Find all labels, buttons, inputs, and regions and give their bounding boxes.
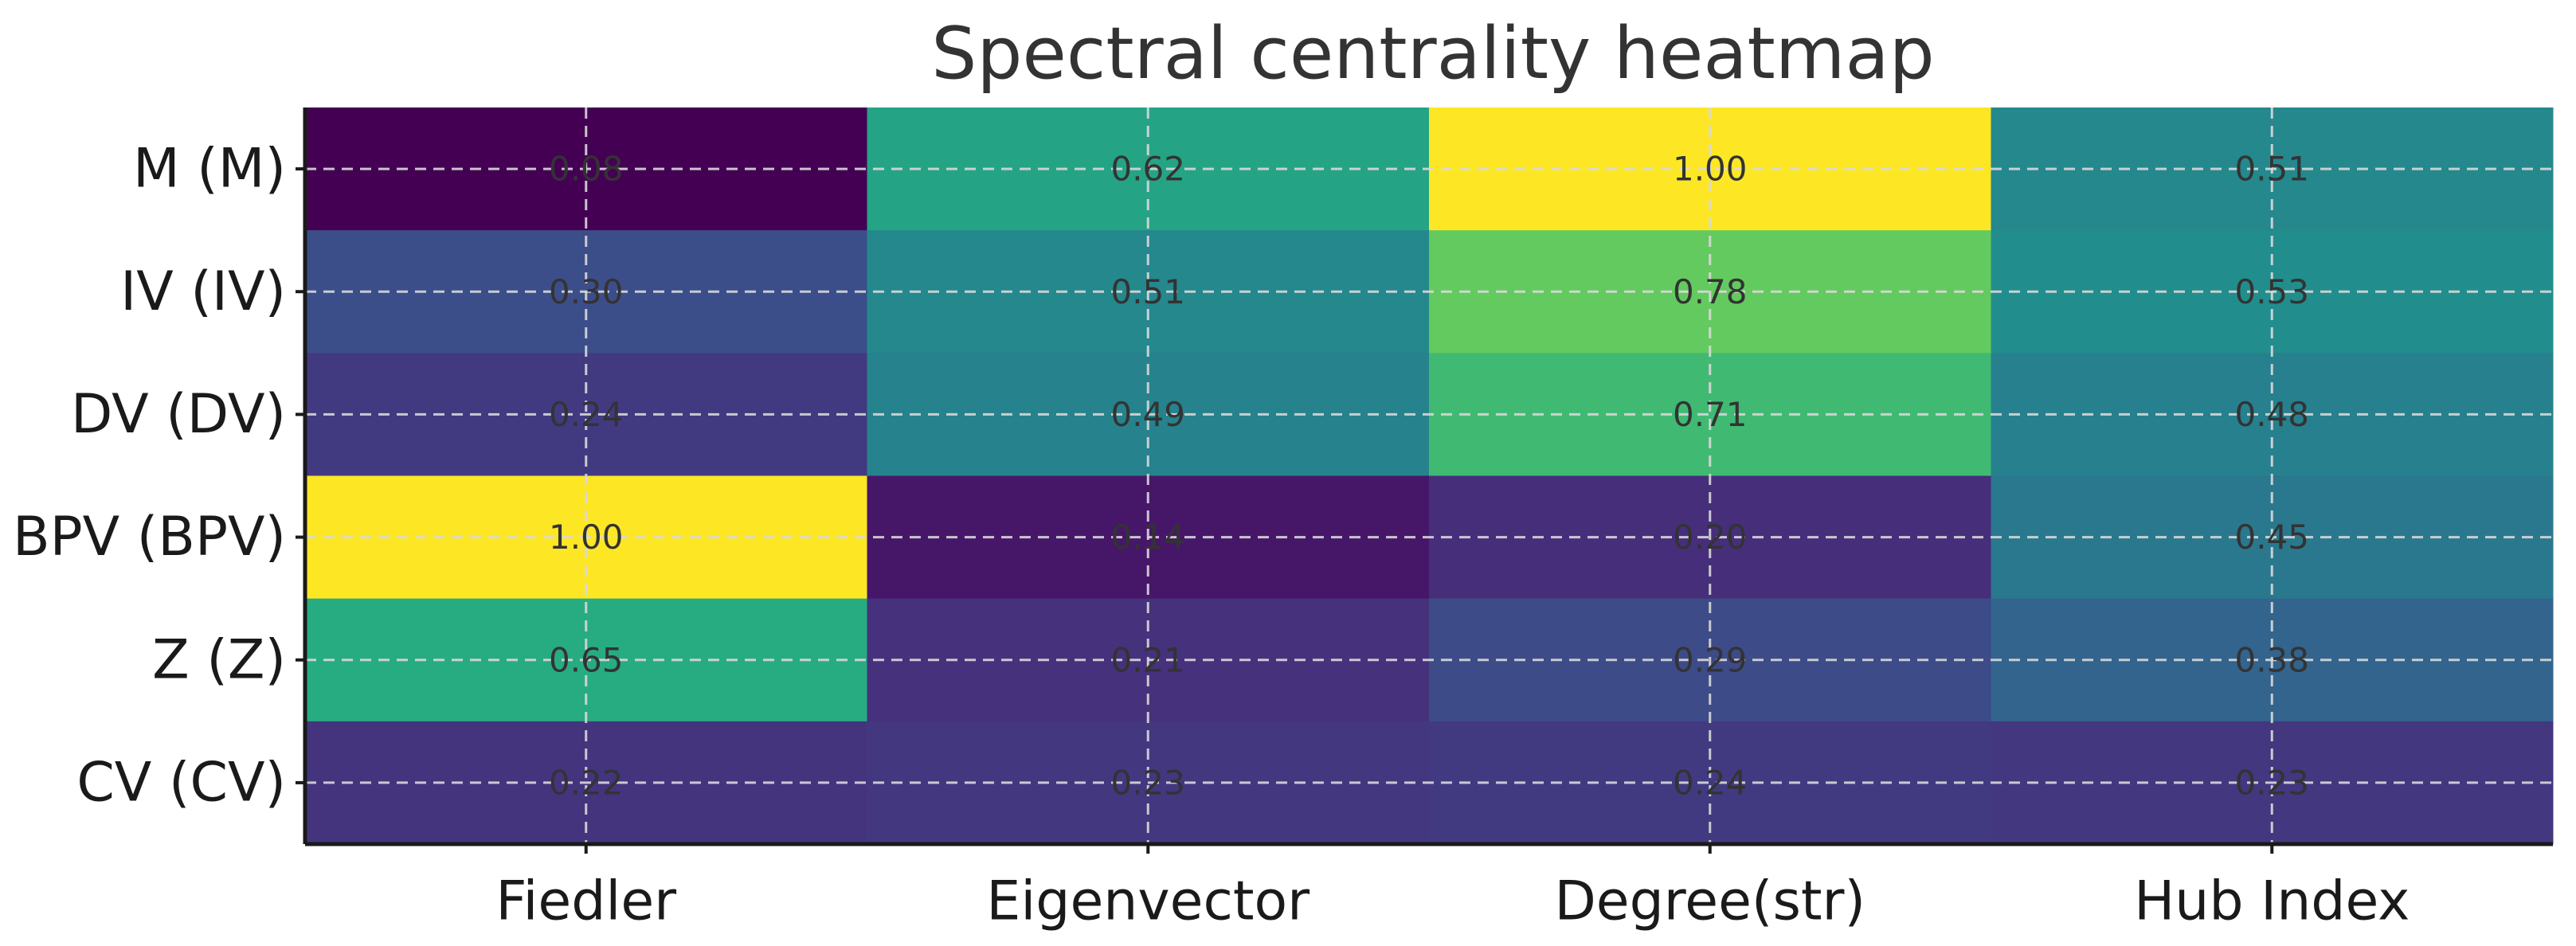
column-tick-label: Hub Index <box>2134 870 2410 933</box>
row-tick-label: CV (CV) <box>76 751 286 814</box>
column-tick-label: Eigenvector <box>986 870 1310 933</box>
cell-value-label: 0.08 <box>549 150 624 189</box>
cell-value-label: 0.53 <box>2234 272 2309 311</box>
cell-value-label: 0.14 <box>1110 518 1185 557</box>
row-tick-label: M (M) <box>133 138 286 201</box>
cell-value-label: 0.65 <box>549 640 624 679</box>
cell-value-label: 1.00 <box>1673 150 1748 189</box>
cell-value-labels: 0.08 0.62 1.00 0.51 0.30 0.51 0.78 0.53 0.24 0.49… <box>549 150 2309 803</box>
row-tick-label: DV (DV) <box>71 383 286 446</box>
row-tick-labels: M (M) IV (IV) DV (DV) BPV (BPV) Z (Z) CV (CV) <box>13 138 286 815</box>
cell-value-label: 0.71 <box>1673 395 1748 434</box>
cell-value-label: 0.30 <box>549 272 624 311</box>
cell-value-label: 0.20 <box>1673 518 1748 557</box>
column-tick-label: Fiedler <box>495 870 676 933</box>
gridlines <box>305 108 2553 844</box>
row-tick-label: IV (IV) <box>120 260 286 323</box>
cell-value-label: 0.78 <box>1673 272 1748 311</box>
cell-value-label: 0.45 <box>2234 518 2309 557</box>
cell-value-label: 0.51 <box>1110 272 1185 311</box>
cell-value-label: 0.29 <box>1673 640 1748 679</box>
cell-value-label: 0.23 <box>1110 763 1185 802</box>
cell-value-label: 1.00 <box>549 518 624 557</box>
cell-value-label: 0.24 <box>549 395 624 434</box>
cell-value-label: 0.48 <box>2234 395 2309 434</box>
row-tick-label: Z (Z) <box>152 628 286 691</box>
chart-title: Spectral centrality heatmap <box>931 12 1934 96</box>
heatmap-cells <box>305 108 2554 845</box>
axes <box>296 108 2553 854</box>
cell-value-label: 0.21 <box>1110 640 1185 679</box>
cell-value-label: 0.38 <box>2234 640 2309 679</box>
column-tick-labels: Fiedler Eigenvector Degree(str) Hub Index <box>495 870 2410 933</box>
cell-value-label: 0.51 <box>2234 150 2309 189</box>
cell-value-label: 0.49 <box>1110 395 1185 434</box>
cell-value-label: 0.22 <box>549 763 624 802</box>
column-tick-label: Degree(str) <box>1554 870 1865 933</box>
cell-value-label: 0.62 <box>1110 150 1185 189</box>
cell-value-label: 0.23 <box>2234 763 2309 802</box>
cell-value-label: 0.24 <box>1673 763 1748 802</box>
row-tick-label: BPV (BPV) <box>13 506 286 569</box>
